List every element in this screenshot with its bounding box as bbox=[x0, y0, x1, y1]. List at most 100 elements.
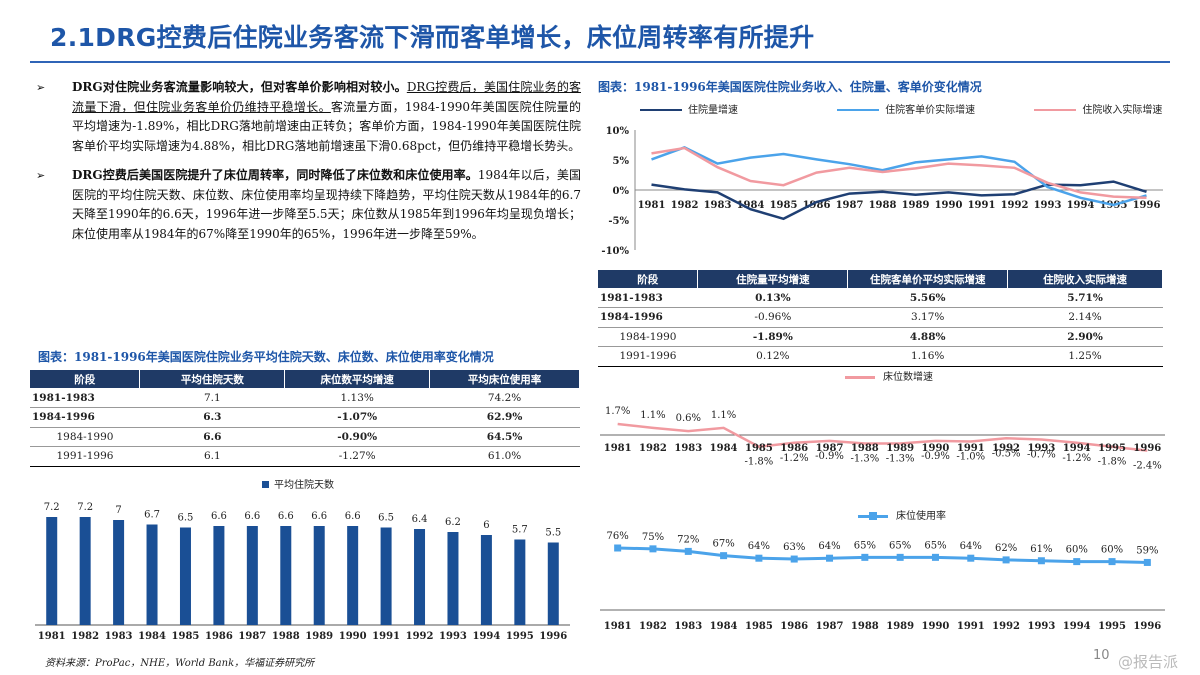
bed-growth-line-chart: 1.7% 1.1% 0.6% 1.1% -1.8% -1.2% -0.9% -1.3% -1.3… bbox=[600, 406, 1165, 472]
x-tick-label: 1996 bbox=[1133, 200, 1161, 211]
data-label: 60% bbox=[1066, 545, 1088, 556]
x-tick-label: 1988 bbox=[869, 200, 897, 211]
x-tick-label: 1995 bbox=[506, 631, 534, 642]
x-tick-label: 1986 bbox=[780, 443, 808, 454]
x-tick-label: 1995 bbox=[1098, 621, 1126, 632]
table-cell: 1.13% bbox=[284, 388, 430, 408]
data-marker bbox=[790, 555, 798, 563]
data-marker bbox=[896, 553, 904, 561]
data-label: 5.5 bbox=[545, 528, 561, 539]
data-label: 72% bbox=[677, 534, 699, 545]
table-cell: 1984-1996 bbox=[30, 407, 140, 428]
series-line bbox=[651, 146, 1147, 200]
table-header: 住院量平均增速 bbox=[697, 270, 849, 288]
bar bbox=[113, 520, 125, 625]
data-marker bbox=[1002, 556, 1010, 564]
data-label: 6.6 bbox=[278, 511, 294, 522]
table-cell: 3.17% bbox=[847, 307, 1008, 328]
table-cell: 7.1 bbox=[139, 388, 285, 408]
table-cell: 1.25% bbox=[1007, 346, 1163, 367]
legend-label: 床位数增速 bbox=[883, 372, 933, 383]
x-tick-label: 1985 bbox=[745, 621, 773, 632]
table-row: 1984-1996 -0.96% 3.17% 2.14% bbox=[598, 307, 1163, 328]
data-label: -1.2% bbox=[1062, 453, 1091, 464]
data-label: 6.6 bbox=[211, 511, 227, 522]
data-label: -1.2% bbox=[780, 453, 809, 464]
x-tick-label: 1983 bbox=[674, 443, 702, 454]
x-tick-label: 1992 bbox=[992, 443, 1020, 454]
data-label: -0.7% bbox=[1027, 450, 1056, 461]
x-tick-label: 1996 bbox=[1133, 621, 1161, 632]
series-line bbox=[651, 180, 1147, 221]
data-label: 0.6% bbox=[676, 413, 701, 424]
data-marker bbox=[649, 545, 657, 553]
x-tick-label: 1984 bbox=[138, 631, 166, 642]
x-tick-label: 1986 bbox=[205, 631, 233, 642]
bed-table: 阶段 平均住院天数 床位数平均增速 平均床位使用率 1981-1983 7.1 … bbox=[30, 370, 580, 467]
bar bbox=[480, 535, 492, 625]
bullet-item: ➢ DRG控费后美国医院提升了床位周转率，同时降低了床位数和床位使用率。1984… bbox=[36, 166, 581, 244]
x-tick-label: 1990 bbox=[339, 631, 367, 642]
x-tick-label: 1986 bbox=[803, 200, 831, 211]
x-tick-label: 1989 bbox=[886, 443, 914, 454]
x-tick-label: 1987 bbox=[816, 621, 844, 632]
x-tick-label: 1989 bbox=[886, 621, 914, 632]
data-label: 6.5 bbox=[178, 513, 194, 524]
data-label: -0.9% bbox=[815, 451, 844, 462]
table-cell: 6.6 bbox=[139, 427, 285, 447]
data-label: -1.8% bbox=[745, 457, 774, 468]
x-tick-label: 1981 bbox=[604, 443, 632, 454]
data-label: 1.1% bbox=[640, 410, 665, 421]
data-label: 7 bbox=[115, 505, 121, 516]
bar bbox=[213, 526, 225, 625]
data-label: 64% bbox=[748, 541, 770, 552]
bullet-underline: DRG控费后，美国住院业务的客流量下滑，但住院业务客单价仍维持平稳增长。 bbox=[72, 80, 581, 114]
x-tick-label: 1985 bbox=[745, 443, 773, 454]
x-tick-label: 1989 bbox=[902, 200, 930, 211]
table-cell: 1984-1990 bbox=[598, 327, 698, 347]
table-row: 1991-1996 6.1 -1.27% 61.0% bbox=[30, 446, 580, 467]
x-tick-label: 1982 bbox=[71, 631, 99, 642]
arrow-bullet-icon: ➢ bbox=[36, 81, 46, 94]
table-row: 1984-1990 -1.89% 4.88% 2.90% bbox=[598, 327, 1163, 347]
table-header: 住院收入实际增速 bbox=[1007, 270, 1163, 288]
data-label: -2.4% bbox=[1133, 461, 1162, 472]
page-number: 10 bbox=[1093, 648, 1110, 663]
x-tick-label: 1994 bbox=[1067, 200, 1095, 211]
arrow-bullet-icon: ➢ bbox=[36, 169, 46, 182]
data-label: -1.3% bbox=[886, 453, 915, 464]
table-cell: 62.9% bbox=[429, 407, 580, 428]
data-label: 62% bbox=[995, 543, 1017, 554]
table-cell: 1991-1996 bbox=[30, 446, 140, 467]
x-tick-label: 1991 bbox=[957, 621, 985, 632]
data-label: -1.8% bbox=[1098, 457, 1127, 468]
bar bbox=[347, 526, 359, 625]
x-tick-label: 1993 bbox=[439, 631, 467, 642]
table-cell: 6.3 bbox=[139, 407, 285, 428]
x-tick-label: 1983 bbox=[105, 631, 133, 642]
growth-line-chart: 10% 5% 0% -5% -10% 1981 1982 1983 1984 1985 1986 19… bbox=[601, 126, 1163, 257]
table-header: 阶段 bbox=[598, 270, 699, 288]
data-label: 65% bbox=[889, 540, 911, 551]
bar bbox=[146, 524, 158, 625]
bar bbox=[280, 526, 292, 625]
bar bbox=[313, 526, 325, 625]
table-cell: 6.1 bbox=[139, 446, 285, 467]
data-label: -1.3% bbox=[850, 453, 879, 464]
data-marker bbox=[967, 554, 975, 562]
x-tick-label: 1984 bbox=[737, 200, 765, 211]
data-marker bbox=[614, 544, 622, 552]
data-label: 5.7 bbox=[512, 525, 528, 536]
x-tick-label: 1984 bbox=[710, 443, 738, 454]
data-label: 6.5 bbox=[378, 513, 394, 524]
data-label: 61% bbox=[1030, 544, 1052, 555]
legend-label: 住院量增速 bbox=[688, 105, 738, 116]
bar bbox=[514, 539, 526, 625]
data-label: 76% bbox=[607, 531, 629, 542]
x-tick-label: 1988 bbox=[272, 631, 300, 642]
table-cell: 64.5% bbox=[429, 427, 580, 447]
legend-line-marker-icon bbox=[858, 511, 888, 520]
bullet-bold: DRG控费后美国医院提升了床位周转率，同时降低了床位数和床位使用率。 bbox=[72, 168, 478, 182]
data-label: 59% bbox=[1136, 545, 1158, 556]
x-tick-label: 1991 bbox=[968, 200, 996, 211]
